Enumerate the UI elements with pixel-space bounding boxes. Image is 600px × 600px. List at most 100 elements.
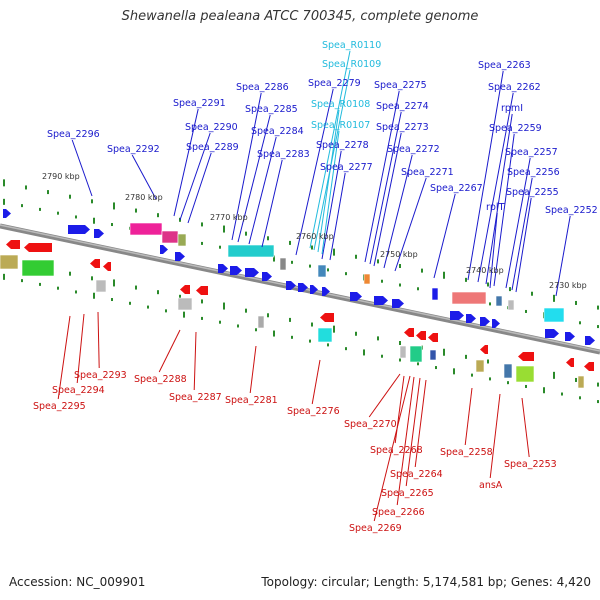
forward-gene-label: Spea_2285 (245, 104, 298, 115)
leader-line (71, 139, 93, 197)
feature-box (177, 233, 187, 247)
leader-line (489, 393, 501, 479)
forward-gene-arrow (286, 281, 296, 290)
feature-box (129, 222, 163, 236)
gene-features-layer (0, 209, 595, 389)
forward-gene-label: Spea_2255 (506, 187, 559, 198)
forward-gene-label: Spea_2262 (488, 82, 541, 93)
forward-gene-arrow (175, 252, 185, 261)
leader-line (467, 70, 504, 281)
forward-gene-arrow (374, 296, 388, 305)
leader-line (477, 92, 514, 283)
feature-box (577, 375, 585, 389)
leader-line (187, 152, 212, 224)
scale-label: 2770 kbp (210, 213, 248, 222)
leader-line (329, 172, 346, 261)
reverse-gene-arrow (320, 313, 334, 322)
forward-gene-label: Spea_2259 (489, 123, 542, 134)
leader-line (464, 387, 473, 446)
feature-box (317, 327, 333, 343)
forward-gene-label: rpmI (501, 103, 523, 114)
forward-gene-arrow (392, 299, 404, 308)
forward-gene-label: Spea_2257 (505, 147, 558, 158)
forward-gene-label: Spea_2296 (47, 129, 100, 140)
reverse-gene-arrow (103, 262, 111, 271)
forward-gene-arrow (322, 287, 330, 296)
leader-line (179, 132, 211, 221)
forward-gene-label: Spea_2283 (257, 149, 310, 160)
leader-line (309, 50, 351, 249)
forward-gene-label: Spea_2286 (236, 82, 289, 93)
gene-labels-layer: 2790 kbp 2780 kbp 2770 kbp 2760 kbp 2750 kbp… (33, 40, 598, 534)
reverse-gene-label: Spea_2288 (134, 374, 187, 385)
feature-box (495, 295, 503, 307)
forward-gene-label: Spea_2272 (387, 144, 440, 155)
forward-gene-label: Spea_2267 (430, 183, 483, 194)
leader-line (321, 150, 342, 260)
feature-box (227, 244, 275, 258)
leader-line (193, 331, 197, 391)
scale-label: 2780 kbp (125, 193, 163, 202)
reverse-gene-arrow (6, 240, 20, 249)
scale-label: 2790 kbp (42, 172, 80, 181)
reverse-gene-arrow (584, 362, 594, 371)
reverse-gene-arrow (196, 286, 208, 295)
leader-line (511, 177, 533, 291)
genome-title: Shewanella pealeana ATCC 700345, complet… (121, 9, 479, 24)
forward-gene-arrow (310, 285, 318, 294)
rna-gene-label: Spea_R0110 (322, 40, 381, 51)
reverse-gene-label: Spea_2266 (372, 507, 425, 518)
leader-line (489, 212, 498, 289)
scale-label: 2760 kbp (296, 232, 334, 241)
feature-box (543, 307, 565, 323)
scale-label: 2740 kbp (466, 266, 504, 275)
leader-line (173, 108, 199, 217)
reverse-gene-label: Spea_2264 (390, 469, 443, 480)
forward-gene-arrow (466, 314, 476, 323)
reverse-gene-label: Spea_2293 (74, 370, 127, 381)
feature-box (429, 349, 437, 361)
reverse-gene-arrow (416, 331, 426, 340)
scale-label: 2730 kbp (549, 281, 587, 290)
leader-line (368, 373, 401, 418)
leader-line (383, 154, 413, 269)
reverse-gene-label: Spea_2295 (33, 401, 86, 412)
leader-line (97, 311, 100, 369)
forward-gene-arrow (450, 311, 464, 320)
rna-gene-label: Spea_R0109 (322, 59, 381, 70)
reverse-gene-label: Spea_2258 (440, 447, 493, 458)
scale-label: 2750 kbp (380, 250, 418, 259)
forward-gene-arrow (262, 272, 272, 281)
feature-box (431, 287, 439, 301)
forward-gene-label: Spea_2275 (374, 80, 427, 91)
leader-line (248, 136, 277, 245)
forward-gene-label: Spea_2271 (401, 167, 454, 178)
forward-gene-arrow (585, 336, 595, 345)
feature-box (515, 365, 535, 383)
feature-box (503, 363, 513, 379)
forward-gene-arrow (218, 264, 228, 273)
leader-line (131, 154, 157, 200)
forward-gene-arrow (545, 329, 559, 338)
feature-box (177, 297, 193, 311)
feature-box (507, 299, 515, 311)
reverse-gene-label: Spea_2269 (349, 523, 402, 534)
forward-gene-label: Spea_2290 (185, 122, 238, 133)
forward-gene-arrow (68, 225, 90, 234)
reverse-gene-arrow (566, 358, 574, 367)
forward-gene-arrow (245, 268, 259, 277)
feature-box (279, 257, 287, 271)
leader-line (405, 377, 421, 487)
reverse-gene-arrow (24, 243, 52, 252)
forward-gene-label: rplT (486, 202, 505, 213)
label-leader-lines (57, 50, 571, 522)
leader-line (369, 111, 402, 265)
feature-box (399, 345, 407, 359)
reverse-gene-arrow (404, 328, 414, 337)
accession-text: Accession: NC_009901 (9, 575, 146, 589)
leader-line (555, 215, 571, 297)
feature-box (451, 291, 487, 305)
feature-box (475, 359, 485, 373)
leader-line (373, 132, 402, 267)
